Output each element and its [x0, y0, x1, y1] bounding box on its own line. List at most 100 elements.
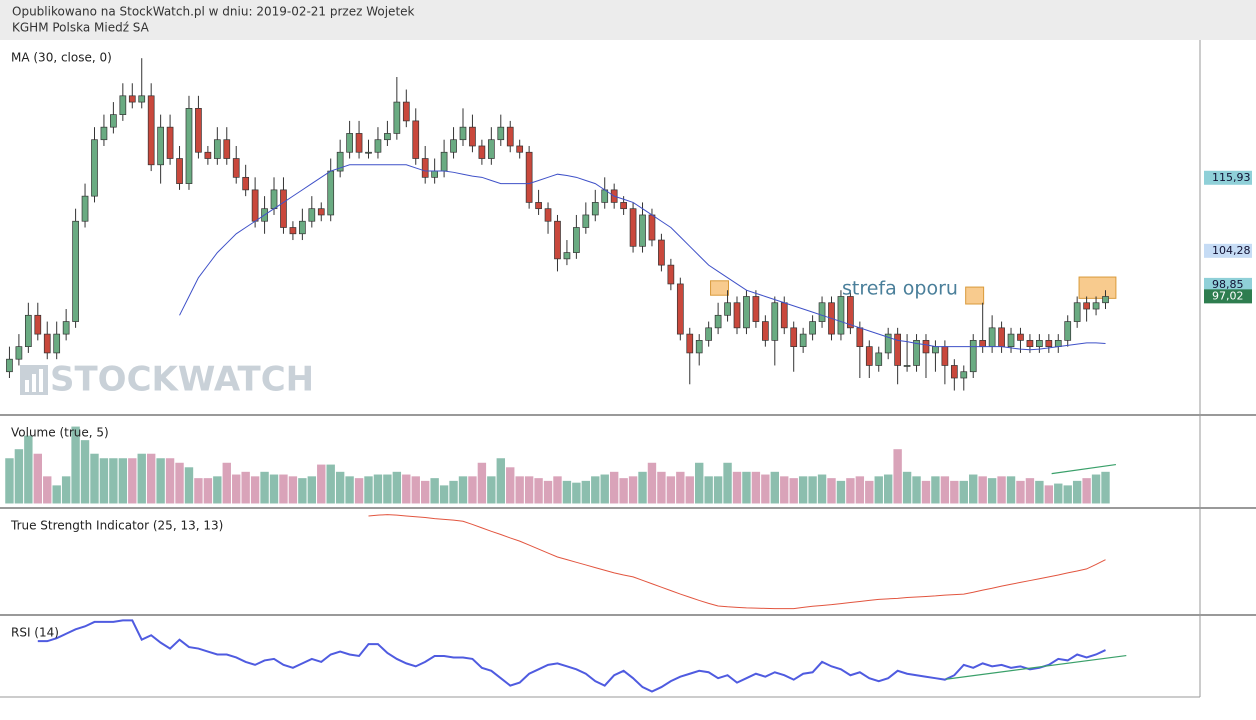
volume-bar	[420, 480, 430, 504]
volume-bar	[1044, 485, 1054, 504]
volume-bar	[260, 471, 269, 504]
candle-body	[185, 108, 193, 184]
candle-body	[809, 321, 816, 335]
volume-bar	[1006, 476, 1016, 504]
candle-body	[374, 139, 382, 153]
volume-bar	[184, 467, 194, 504]
candle-body	[960, 371, 968, 379]
volume-bar	[298, 478, 307, 504]
candle-body	[1083, 302, 1090, 310]
volume-bar	[1054, 483, 1063, 504]
volume-bar	[80, 440, 90, 504]
pane-title: RSI (14)	[11, 626, 59, 640]
resistance-zone	[1078, 276, 1117, 299]
header-line: Opublikowano na StockWatch.pl w dniu: 20…	[12, 5, 415, 19]
volume-bar	[128, 458, 137, 504]
volume-bar	[402, 474, 411, 504]
volume-bar	[619, 478, 628, 504]
volume-bar	[90, 453, 99, 504]
candle-body	[941, 346, 949, 366]
volume-bar	[789, 478, 798, 504]
volume-bar	[581, 480, 591, 504]
candle-body	[213, 139, 221, 159]
volume-bar	[307, 476, 317, 504]
volume-bar	[676, 471, 685, 504]
volume-bar	[912, 476, 921, 504]
candle-body	[365, 151, 372, 154]
marks	[5, 58, 1127, 693]
candle-body	[979, 340, 987, 347]
level-label-bg	[1204, 289, 1252, 304]
volume-bar	[5, 458, 14, 504]
candle-body	[724, 302, 731, 316]
volume-bar	[14, 449, 24, 504]
volume-bar	[950, 480, 959, 504]
candle-body	[506, 126, 514, 147]
candle-body	[119, 95, 127, 115]
volume-bar	[1063, 485, 1072, 504]
candle-body	[1036, 340, 1043, 347]
volume-bar	[222, 462, 231, 504]
candle-body	[818, 302, 826, 322]
volume-bar	[496, 458, 505, 504]
annotation: strefa oporu	[842, 278, 958, 300]
level-label: 115,93	[1212, 171, 1251, 184]
volume-bar	[798, 476, 808, 504]
candle-body	[157, 126, 164, 166]
candle-body	[440, 151, 448, 172]
candle-body	[705, 327, 713, 341]
candle-body	[81, 195, 89, 222]
volume-bar	[704, 476, 713, 504]
volume-bar	[836, 480, 846, 504]
candle-body	[865, 346, 873, 366]
candle-body	[884, 333, 892, 354]
candle-body	[497, 126, 505, 141]
volume-bar	[600, 474, 609, 504]
volume-bar	[364, 476, 373, 504]
candle-body	[280, 189, 287, 228]
volume-bar	[732, 471, 742, 504]
candle-body	[629, 208, 637, 247]
candle-body	[733, 302, 741, 329]
candle-body	[1064, 321, 1072, 341]
volume-bar	[430, 478, 439, 504]
volume-bar	[335, 471, 345, 504]
candle-body	[1054, 340, 1062, 347]
candle-body	[667, 264, 675, 285]
volume-bar	[959, 480, 968, 504]
volume-bar	[269, 474, 279, 504]
volume-bar	[250, 476, 260, 504]
candle-body	[6, 358, 13, 373]
candle-body	[525, 151, 533, 203]
level-label-bg	[1204, 170, 1252, 185]
candle-body	[204, 151, 212, 159]
volume-bar	[572, 482, 581, 504]
candle-body	[128, 95, 136, 103]
candle-body	[658, 239, 665, 266]
ma-line	[179, 164, 1106, 351]
candle-body	[695, 340, 703, 354]
candle-body	[251, 189, 259, 222]
volume-bar	[534, 478, 543, 504]
volume-bar	[137, 453, 146, 504]
volume-bar	[865, 480, 874, 504]
candle-body	[554, 220, 561, 260]
candle-body	[43, 333, 51, 354]
volume-bar	[24, 435, 33, 504]
volume-bar	[288, 476, 298, 504]
candle-body	[837, 296, 845, 335]
candle-body	[903, 365, 911, 367]
candle-body	[336, 151, 344, 172]
candle-body	[1017, 333, 1024, 341]
candle-body	[412, 120, 420, 159]
candle-body	[459, 126, 467, 141]
candle-body	[147, 95, 155, 166]
volume-bar	[893, 449, 902, 504]
candle-body	[639, 214, 646, 247]
header-line: KGHM Polska Miedź SA	[12, 21, 150, 35]
candle-body	[1026, 340, 1034, 347]
volume-bar	[194, 478, 203, 504]
candle-body	[402, 101, 410, 122]
volume-bar	[969, 474, 978, 504]
